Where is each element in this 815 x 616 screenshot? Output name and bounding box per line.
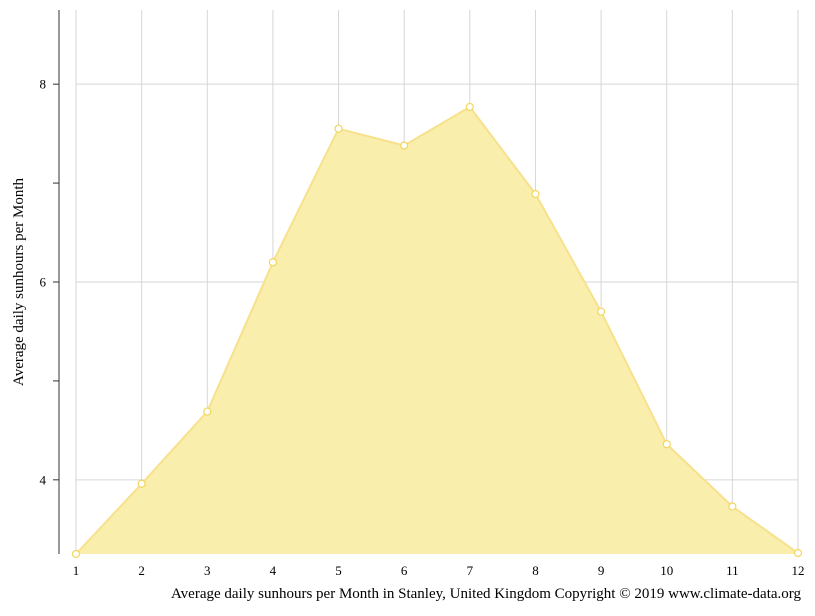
x-tick-label: 6 — [401, 563, 408, 578]
data-point — [71, 549, 81, 559]
data-point — [596, 307, 606, 316]
data-point — [203, 407, 212, 416]
x-tick-label: 5 — [335, 563, 342, 578]
data-point — [793, 548, 803, 558]
x-tick-label: 12 — [792, 563, 805, 578]
area-layer — [75, 105, 799, 555]
y-axis-title: Average daily sunhours per Month — [11, 178, 27, 387]
data-point — [728, 502, 737, 511]
x-tick-label: 1 — [73, 563, 80, 578]
x-tick-label: 11 — [726, 563, 739, 578]
x-tick-label: 10 — [660, 563, 673, 578]
sunhours-series-line — [75, 105, 799, 555]
x-tick-label: 3 — [204, 563, 211, 578]
point-layer — [71, 102, 803, 559]
data-point — [400, 141, 409, 150]
data-point — [465, 102, 474, 112]
x-tick-label: 4 — [270, 563, 277, 578]
data-point — [531, 189, 540, 199]
y-tick-label: 6 — [40, 275, 47, 290]
x-tick-label: 2 — [138, 563, 145, 578]
y-tick-label: 4 — [40, 472, 47, 487]
data-point — [268, 258, 278, 267]
y-tick-label: 8 — [40, 77, 47, 92]
x-tick-label: 9 — [598, 563, 605, 578]
sunhours-area-fill — [76, 106, 798, 554]
chart-caption: Average daily sunhours per Month in Stan… — [171, 586, 802, 602]
data-point — [662, 440, 671, 449]
axis-layer — [53, 10, 60, 554]
data-point — [334, 124, 343, 133]
x-tick-label: 8 — [532, 563, 539, 578]
x-tick-label: 7 — [467, 563, 474, 578]
data-point — [137, 479, 146, 488]
